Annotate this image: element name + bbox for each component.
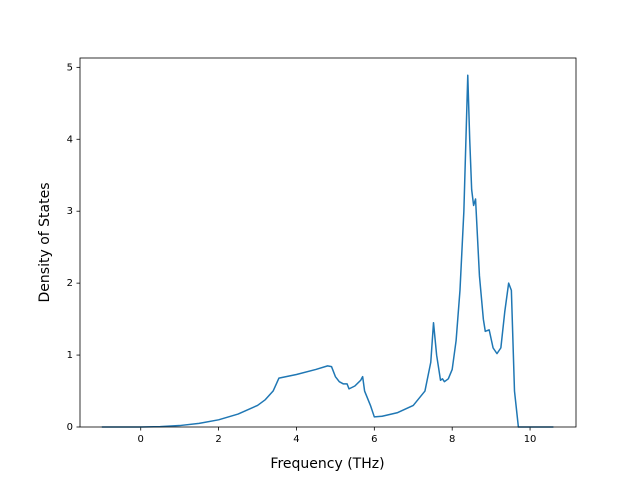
x-tick-label: 4 <box>293 434 299 445</box>
x-tick-label: 2 <box>215 434 221 445</box>
x-tick-label: 10 <box>524 434 537 445</box>
x-tick-label: 0 <box>138 434 144 445</box>
x-tick-label: 6 <box>371 434 377 445</box>
x-tick-label: 8 <box>449 434 455 445</box>
y-axis-label: Density of States <box>37 183 53 303</box>
data-line <box>101 74 554 428</box>
y-tick-label: 1 <box>67 350 73 361</box>
y-tick-label: 3 <box>67 206 73 217</box>
x-axis-label: Frequency (THz) <box>270 456 384 472</box>
y-tick-label: 2 <box>67 278 73 289</box>
axes-frame <box>79 57 577 428</box>
y-tick-label: 5 <box>67 62 73 73</box>
y-tick-label: 0 <box>67 422 73 433</box>
y-tick-label: 4 <box>67 134 73 145</box>
